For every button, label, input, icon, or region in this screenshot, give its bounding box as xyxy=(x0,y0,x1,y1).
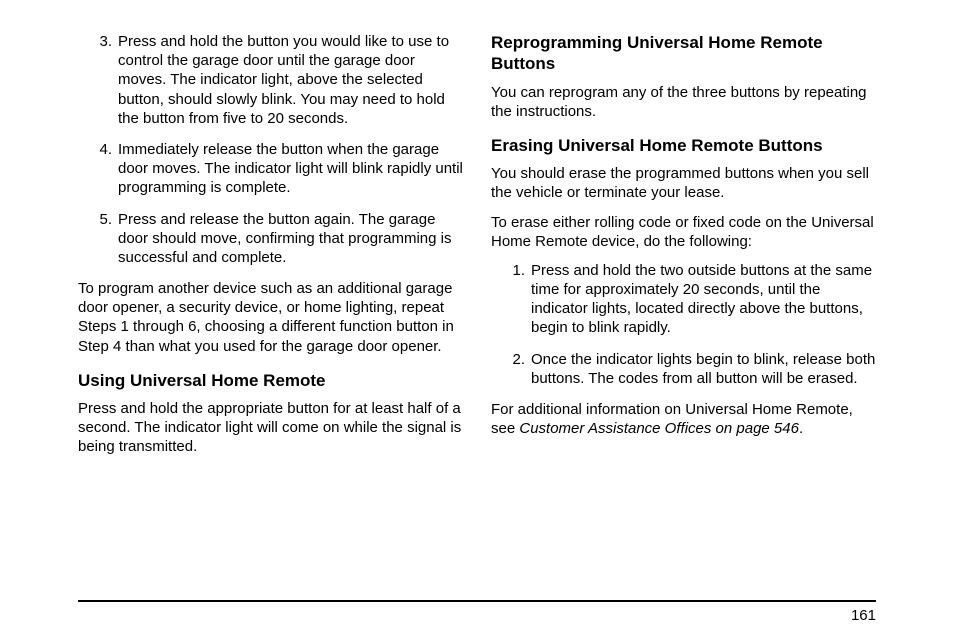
step-number: 3. xyxy=(92,32,112,128)
crossref-post: . xyxy=(799,420,803,437)
step-text: Press and hold the two outside buttons a… xyxy=(531,261,876,338)
numbered-steps-left: 3. Press and hold the button you would l… xyxy=(78,32,463,267)
list-item: 3. Press and hold the button you would l… xyxy=(78,32,463,128)
list-item: 1. Press and hold the two outside button… xyxy=(491,261,876,338)
left-column: 3. Press and hold the button you would l… xyxy=(78,32,463,467)
step-number: 4. xyxy=(92,140,112,198)
step-text: Press and hold the button you would like… xyxy=(118,32,463,128)
step-text: Press and release the button again. The … xyxy=(118,210,463,268)
step-text: Immediately release the button when the … xyxy=(118,140,463,198)
list-item: 4. Immediately release the button when t… xyxy=(78,140,463,198)
paragraph: To erase either rolling code or fixed co… xyxy=(491,213,876,251)
paragraph: Press and hold the appropriate button fo… xyxy=(78,399,463,457)
footer-horizontal-rule xyxy=(78,600,876,602)
paragraph: You can reprogram any of the three butto… xyxy=(491,83,876,121)
page-number: 161 xyxy=(851,607,876,624)
manual-page: 3. Press and hold the button you would l… xyxy=(0,0,954,636)
list-item: 2. Once the indicator lights begin to bl… xyxy=(491,350,876,388)
list-item: 5. Press and release the button again. T… xyxy=(78,210,463,268)
paragraph-crossref: For additional information on Universal … xyxy=(491,400,876,438)
two-column-layout: 3. Press and hold the button you would l… xyxy=(78,32,876,467)
paragraph: To program another device such as an add… xyxy=(78,279,463,356)
step-number: 1. xyxy=(505,261,525,338)
crossref-link-text: Customer Assistance Offices on page 546 xyxy=(519,420,799,437)
paragraph: You should erase the programmed buttons … xyxy=(491,164,876,202)
section-heading-using: Using Universal Home Remote xyxy=(78,370,463,391)
section-heading-erasing: Erasing Universal Home Remote Buttons xyxy=(491,135,876,156)
numbered-steps-right: 1. Press and hold the two outside button… xyxy=(491,261,876,388)
step-number: 2. xyxy=(505,350,525,388)
step-text: Once the indicator lights begin to blink… xyxy=(531,350,876,388)
section-heading-reprogramming: Reprogramming Universal Home Remote Butt… xyxy=(491,32,876,75)
right-column: Reprogramming Universal Home Remote Butt… xyxy=(491,32,876,467)
step-number: 5. xyxy=(92,210,112,268)
